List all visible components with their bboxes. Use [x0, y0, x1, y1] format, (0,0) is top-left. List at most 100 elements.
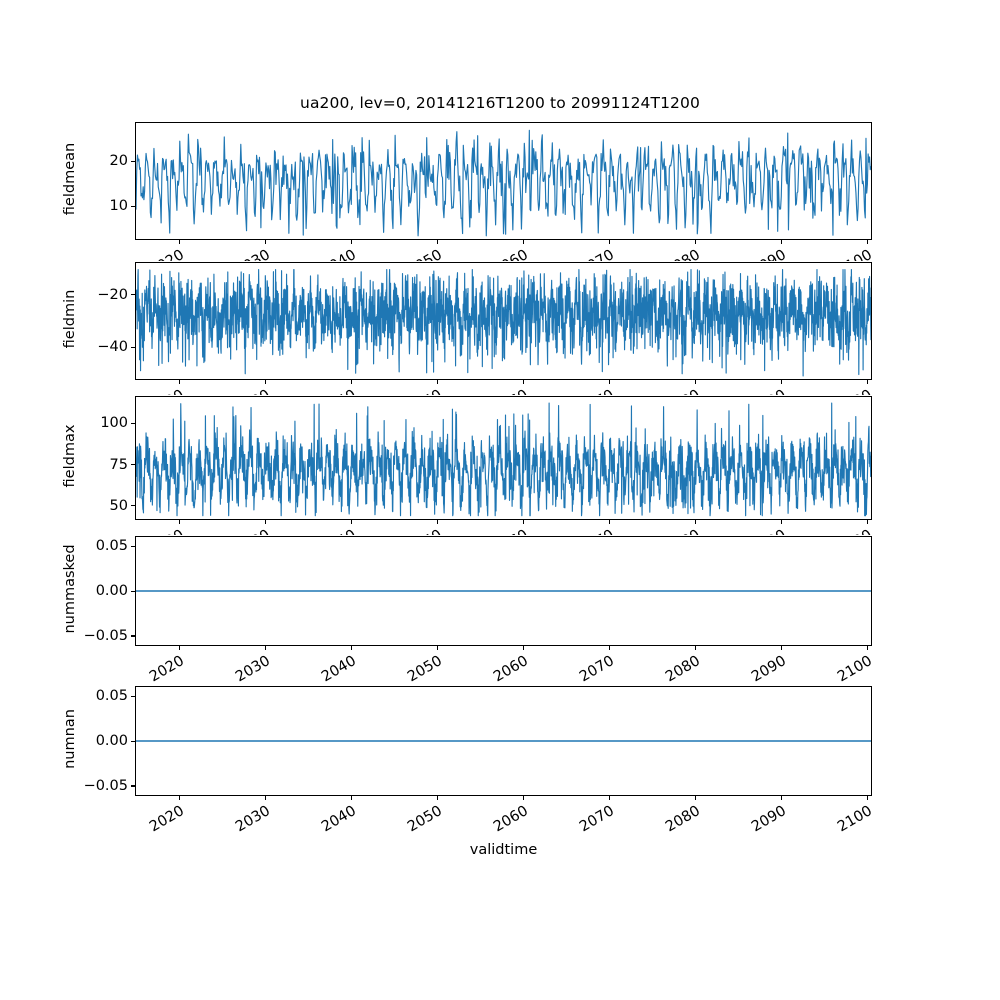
x-tick-mark: [608, 520, 611, 524]
x-tick-mark: [866, 646, 869, 650]
y-tick-label: −20: [97, 286, 128, 303]
x-tick-mark: [694, 380, 697, 384]
x-tick-mark: [436, 520, 439, 524]
x-tick-label: 2100: [835, 803, 876, 836]
x-tick-label: 2050: [398, 527, 445, 535]
series-fieldmin: [136, 269, 871, 377]
x-tick-label: 2080: [656, 387, 703, 395]
x-tick-label: 2030: [226, 247, 273, 261]
x-tick-mark: [694, 646, 697, 650]
subplot-nummasked: [135, 536, 872, 646]
y-tick-mark: [131, 422, 135, 425]
y-axis-label-fieldmean: fieldmean: [62, 142, 78, 216]
y-tick-mark: [131, 740, 135, 742]
x-tick-mark: [522, 380, 525, 384]
x-tick-mark: [264, 380, 267, 384]
x-tick-mark: [264, 646, 267, 650]
subplot-numnan: [135, 686, 872, 796]
x-tick-mark: [178, 520, 181, 524]
x-tick-label: 2030: [226, 527, 273, 535]
subplot-fieldmin: [135, 262, 872, 380]
x-tick-band: 2020 2030 2040 2050 2060 2070 2080 2090 2100: [0, 646, 1000, 685]
x-tick-label: 2060: [491, 653, 532, 685]
x-tick-label: 2040: [319, 803, 360, 836]
x-tick-mark: [350, 646, 353, 650]
y-axis-label-numnan: numnan: [62, 709, 78, 769]
x-tick-label: 2060: [491, 803, 532, 836]
y-tick-mark: [131, 205, 135, 208]
x-tick-label: 2050: [398, 387, 445, 395]
x-tick-label: 2090: [742, 247, 789, 261]
x-tick-label: 2100: [835, 653, 876, 685]
x-tick-band: 2020 2030 2040 2050 2060 2070 2080 2090 2100: [0, 380, 1000, 395]
y-tick-label: 50: [109, 497, 128, 514]
x-tick-label: 2070: [570, 527, 617, 535]
y-tick-mark: [131, 590, 135, 592]
x-tick-label: 2100: [828, 387, 875, 395]
series-nummasked: [136, 590, 871, 592]
x-tick-mark: [178, 796, 181, 800]
x-tick-mark: [694, 520, 697, 524]
x-tick-label: 2060: [484, 527, 531, 535]
figure-title: ua200, lev=0, 20141216T1200 to 20991124T…: [300, 94, 700, 112]
x-tick-label: 2090: [742, 527, 789, 535]
x-tick-label: 2100: [828, 527, 875, 535]
x-tick-band: 2020 2030 2040 2050 2060 2070 2080 2090 2100: [0, 520, 1000, 535]
x-tick-mark: [350, 240, 353, 244]
x-tick-mark: [522, 646, 525, 650]
x-tick-mark: [608, 796, 611, 800]
x-tick-label: 2030: [226, 387, 273, 395]
y-tick-label: 100: [100, 415, 128, 432]
x-tick-label: 2080: [663, 653, 704, 685]
x-tick-label: 2020: [147, 653, 188, 685]
x-tick-label: 2090: [742, 387, 789, 395]
y-tick-mark: [131, 635, 135, 637]
x-tick-label: 2030: [233, 653, 274, 685]
x-tick-label: 2040: [312, 387, 359, 395]
x-tick-mark: [264, 520, 267, 524]
x-tick-label: 2090: [749, 653, 790, 685]
x-tick-label: 2060: [484, 387, 531, 395]
y-tick-label: 0.00: [95, 733, 128, 749]
x-tick-mark: [436, 240, 439, 244]
y-axis-label-nummasked: nummasked: [62, 544, 78, 634]
x-tick-label: 2050: [405, 803, 446, 836]
subplot-fieldmean: [135, 122, 872, 240]
x-tick-mark: [350, 796, 353, 800]
x-tick-mark: [780, 796, 783, 800]
x-tick-mark: [694, 796, 697, 800]
y-tick-label: 10: [109, 198, 128, 215]
x-tick-mark: [608, 646, 611, 650]
x-tick-label: 2020: [140, 527, 187, 535]
subplot-fieldmax: [135, 396, 872, 520]
x-tick-mark: [866, 520, 869, 524]
y-axis-label-fieldmin: fieldmin: [62, 289, 78, 349]
series-fieldmean: [136, 129, 871, 237]
x-tick-mark: [780, 646, 783, 650]
x-tick-mark: [780, 520, 783, 524]
x-tick-label: 2050: [398, 247, 445, 261]
x-tick-mark: [178, 380, 181, 384]
x-tick-label: 2040: [319, 653, 360, 685]
x-tick-mark: [436, 380, 439, 384]
y-tick-label: −0.05: [83, 627, 128, 644]
x-tick-label: 2040: [312, 247, 359, 261]
x-tick-mark: [866, 240, 869, 244]
x-tick-mark: [780, 380, 783, 384]
x-tick-mark: [522, 240, 525, 244]
series-numnan: [136, 740, 871, 742]
x-tick-label: 2100: [828, 247, 875, 261]
y-tick-mark: [131, 464, 135, 466]
y-tick-mark: [131, 505, 135, 507]
y-tick-label: −40: [97, 339, 128, 356]
x-tick-label: 2060: [484, 247, 531, 261]
x-tick-label: 2030: [233, 803, 274, 836]
x-tick-label: 2070: [577, 653, 618, 685]
y-tick-label: 75: [109, 456, 128, 473]
x-tick-mark: [436, 646, 439, 650]
x-tick-mark: [780, 240, 783, 244]
x-tick-label: 2050: [405, 653, 446, 685]
x-tick-mark: [436, 796, 439, 800]
y-tick-mark: [131, 785, 135, 787]
x-tick-mark: [178, 646, 181, 650]
